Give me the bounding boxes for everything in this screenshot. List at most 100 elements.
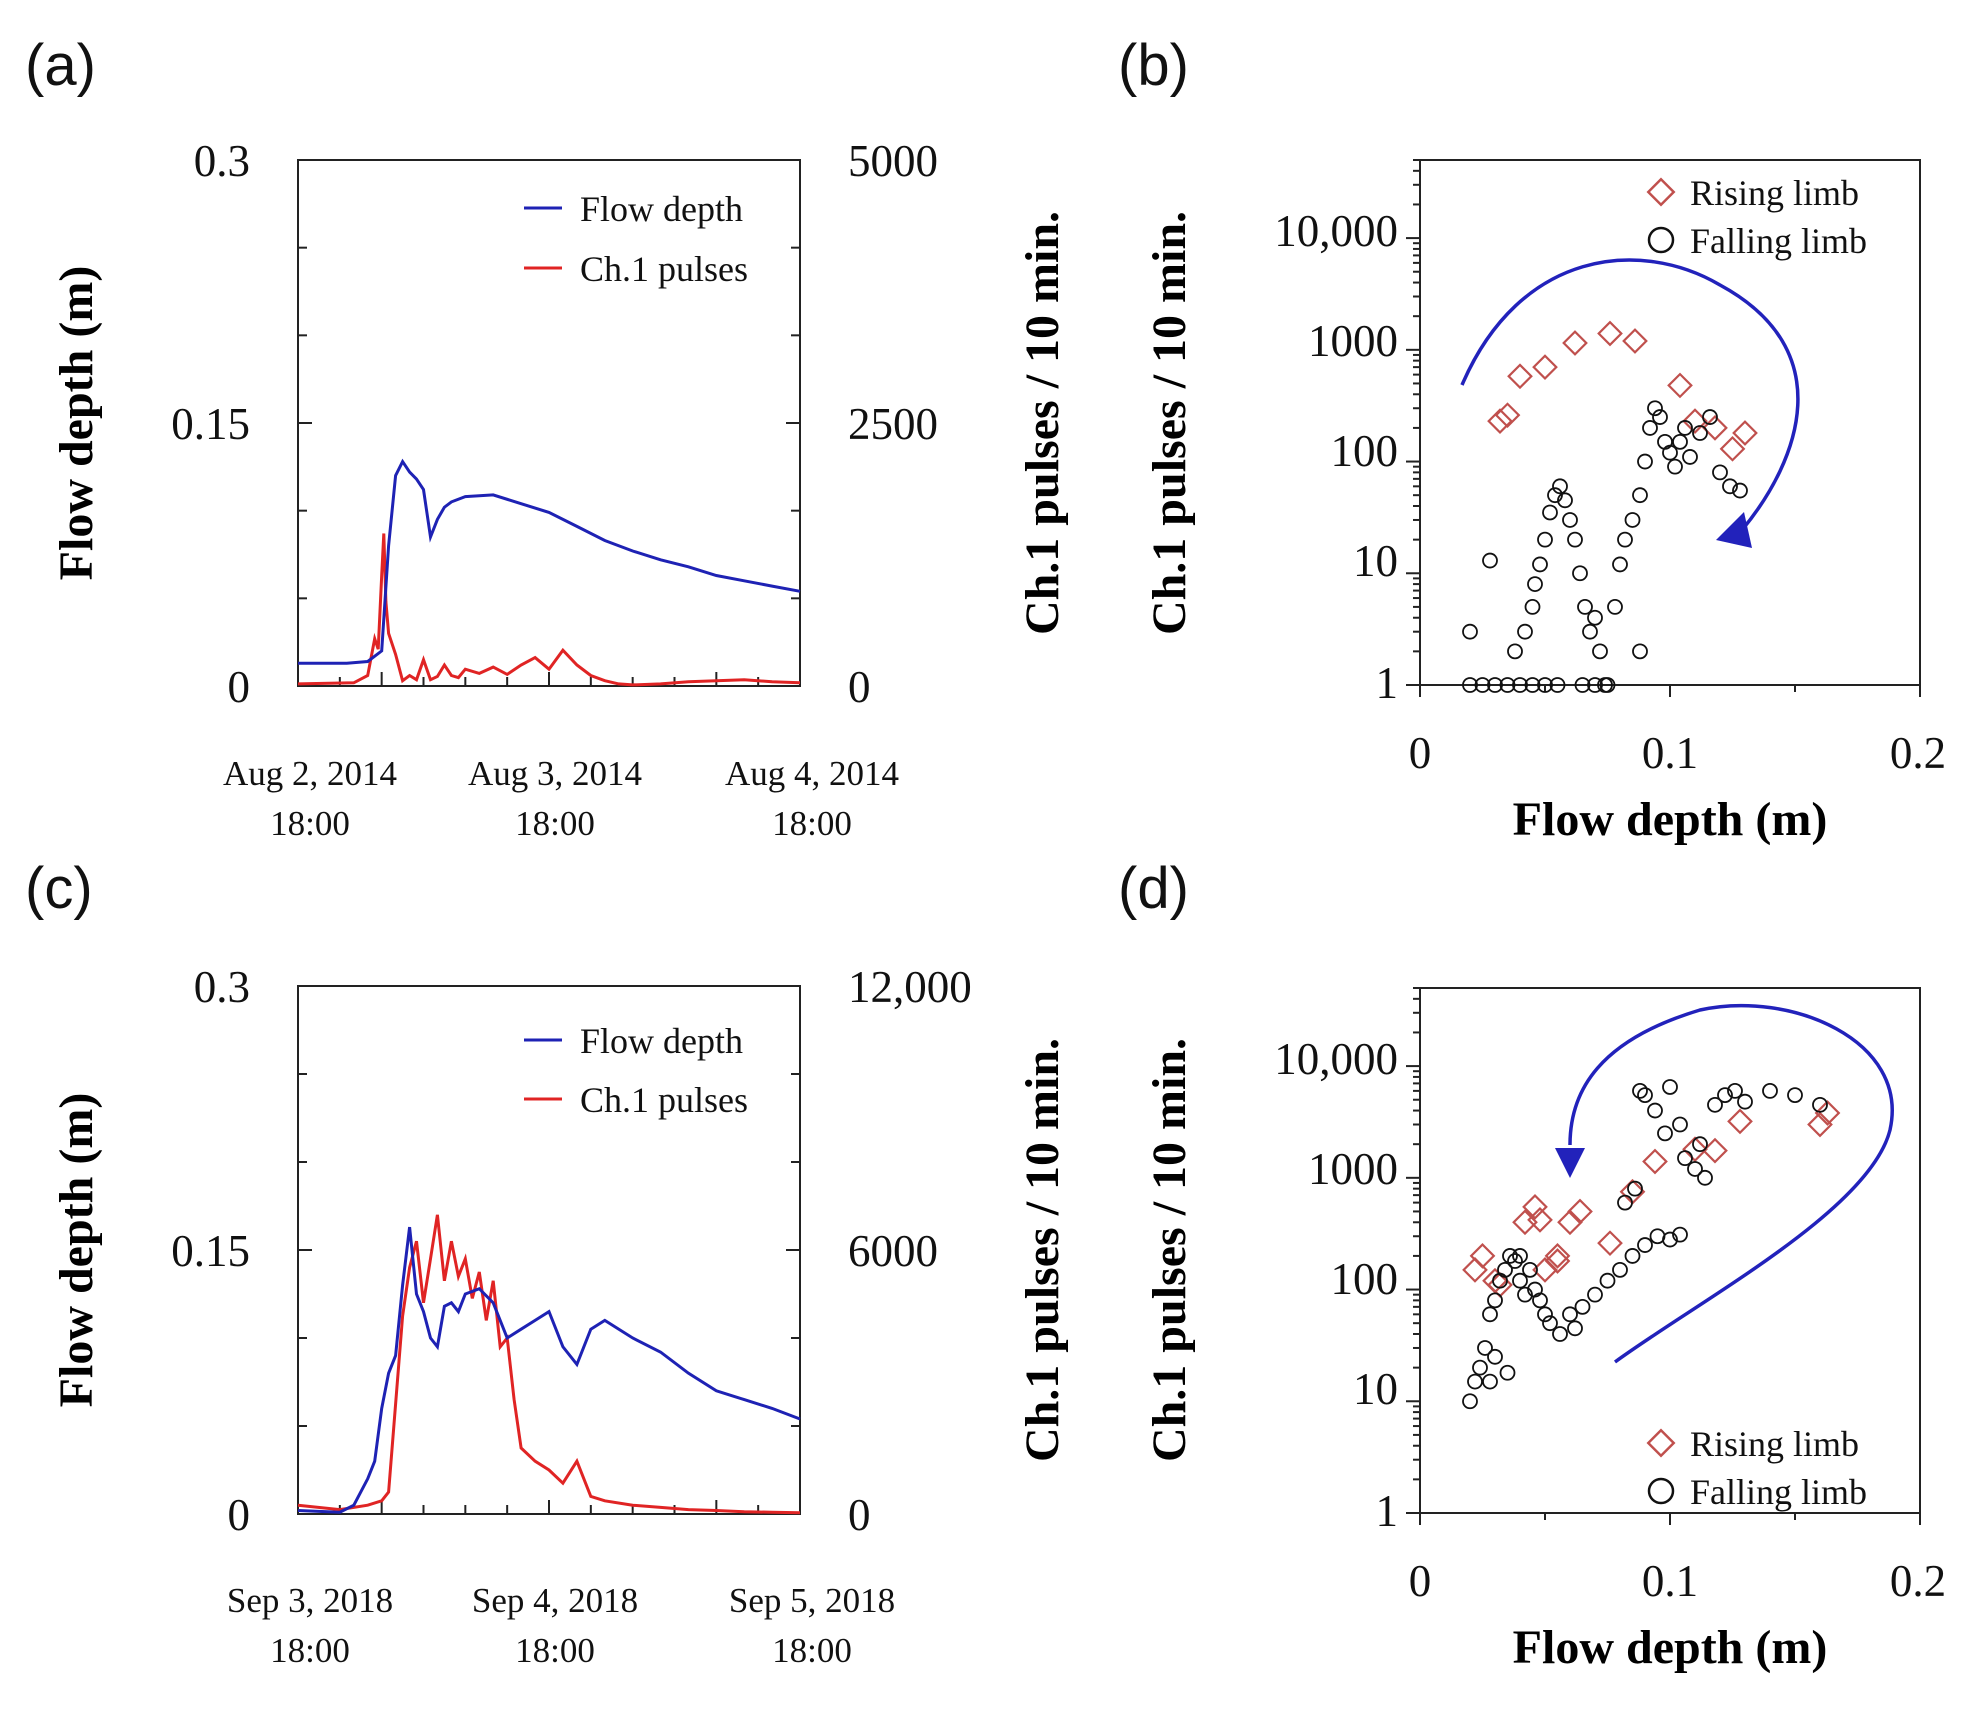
rising-limb-point	[1557, 1209, 1583, 1236]
panel-d-xtick-0.1: 0.1	[1642, 1556, 1698, 1606]
panel-a-date-3: Aug 4, 2014	[725, 754, 899, 793]
rising-limb-point	[1544, 1243, 1571, 1269]
falling-limb-point	[1549, 677, 1566, 693]
falling-limb-point	[1617, 1194, 1633, 1211]
rising-limb-point	[1522, 1193, 1548, 1220]
panel-label-d: (d)	[1118, 856, 1189, 921]
panel-b-xtick-0: 0	[1409, 728, 1432, 778]
falling-limb-point	[1637, 453, 1653, 470]
rising-limb-point	[1462, 1257, 1488, 1283]
panel-c-time-1: 18:00	[270, 1631, 350, 1670]
falling-limb-point	[1624, 1248, 1641, 1264]
rising-limb-point	[1527, 1207, 1553, 1233]
panel-c-right-tick-12000: 12,000	[848, 962, 972, 1012]
falling-limb-point	[1522, 1261, 1538, 1278]
rising-limb-point	[1544, 1248, 1571, 1274]
falling-limb-point	[1627, 1180, 1643, 1197]
falling-limb-point	[1587, 609, 1603, 626]
falling-limb-point	[1677, 420, 1693, 436]
falling-limb-point	[1574, 1298, 1591, 1315]
panel-d-ytick-1: 1	[1376, 1486, 1399, 1536]
panel-d-arrowhead	[1555, 1148, 1585, 1178]
panel-d-hysteresis-arrow	[1568, 1003, 1894, 1364]
falling-limb-point	[1632, 1082, 1648, 1099]
panel-c: (c) 0.3 0.15 0 12,000 6000 0 Flow depth …	[25, 856, 1069, 1670]
rising-limb-point	[1814, 1100, 1841, 1126]
falling-limb-point	[1472, 1359, 1488, 1376]
falling-limb-point	[1512, 1272, 1528, 1289]
falling-limb-point	[1482, 1373, 1498, 1390]
legend-label-rising-limb: Rising limb	[1690, 173, 1859, 213]
rising-limb-point	[1719, 435, 1746, 462]
falling-limb-point	[1717, 1087, 1733, 1104]
rising-limb-point	[1469, 1243, 1496, 1269]
panel-b-legend: Rising limb Falling limb	[1646, 173, 1867, 261]
panel-c-time-3: 18:00	[772, 1631, 852, 1670]
falling-limb-point	[1662, 1231, 1678, 1248]
falling-limb-point	[1552, 478, 1568, 495]
panel-d-points	[1462, 1079, 1841, 1410]
panel-d-ticks	[1406, 987, 1921, 1525]
falling-limb-point	[1647, 1102, 1663, 1119]
rising-limb-point	[1507, 363, 1533, 390]
falling-limb-point	[1499, 1364, 1516, 1381]
panel-a-left-tick-0.15: 0.15	[171, 399, 250, 449]
legend-label-flow-depth: Flow depth	[580, 189, 743, 229]
legend-marker-rising	[1646, 177, 1676, 207]
rising-limb-point	[1702, 415, 1728, 441]
falling-limb-point	[1542, 1315, 1558, 1332]
falling-limb-point	[1487, 677, 1503, 693]
rising-limb-point	[1562, 330, 1588, 356]
falling-limb-point	[1677, 1150, 1693, 1167]
panel-a-date-1: Aug 2, 2014	[223, 754, 397, 793]
falling-limb-point	[1662, 444, 1678, 461]
falling-limb-point	[1672, 433, 1688, 450]
panel-d: (d) 10,000 1000 100 10 1 0 0.1 0.2 Flow …	[1118, 856, 1946, 1674]
rising-limb-point	[1597, 320, 1623, 347]
falling-limb-point	[1712, 464, 1728, 481]
rising-limb-point	[1482, 1267, 1508, 1294]
falling-limb-point	[1557, 492, 1573, 509]
rising-limb-point	[1682, 1136, 1708, 1163]
panel-a-ylabel-right: Ch.1 pulses / 10 min.	[1016, 211, 1069, 635]
panel-b-ytick-1: 1	[1376, 658, 1399, 708]
falling-limb-point	[1672, 1226, 1688, 1243]
falling-limb-point	[1462, 1393, 1478, 1410]
falling-limb-point	[1657, 1125, 1673, 1142]
panel-d-xtick-0: 0	[1409, 1556, 1432, 1606]
panel-a-ticks	[297, 159, 801, 687]
panel-b-points	[1462, 320, 1758, 693]
panel-c-date-1: Sep 3, 2018	[227, 1581, 393, 1620]
legend-label-falling-limb: Falling limb	[1690, 221, 1867, 261]
falling-limb-point	[1732, 482, 1748, 499]
panel-c-left-tick-0.3: 0.3	[194, 962, 250, 1012]
falling-limb-point	[1812, 1096, 1828, 1113]
falling-limb-point	[1552, 1326, 1568, 1342]
rising-limb-point	[1532, 354, 1558, 380]
panel-a-left-tick-0: 0	[228, 662, 251, 712]
rising-limb-point	[1487, 408, 1513, 435]
panel-d-xtick-0.2: 0.2	[1890, 1556, 1946, 1606]
panel-b-ytick-10: 10	[1353, 536, 1398, 586]
panel-c-ticks	[297, 985, 801, 1515]
falling-limb-point	[1487, 1348, 1503, 1365]
panel-d-xlabel: Flow depth (m)	[1513, 1621, 1828, 1674]
falling-limb-point	[1632, 487, 1648, 504]
panel-c-legend: Flow depth Ch.1 pulses	[524, 1021, 748, 1120]
falling-limb-point	[1599, 1272, 1616, 1289]
falling-limb-point	[1667, 458, 1683, 475]
legend-label-pulses: Ch.1 pulses	[580, 1080, 748, 1120]
rising-limb-point	[1622, 328, 1648, 354]
falling-limb-point	[1612, 556, 1628, 573]
falling-limb-point	[1537, 531, 1553, 548]
rising-limb-point	[1642, 1148, 1668, 1175]
legend-label-flow-depth: Flow depth	[580, 1021, 743, 1061]
panel-a-left-tick-0.3: 0.3	[194, 136, 250, 186]
panel-c-right-tick-6000: 6000	[848, 1226, 938, 1276]
panel-label-a: (a)	[25, 33, 96, 98]
falling-limb-point	[1567, 531, 1583, 548]
panel-d-ytick-1000: 1000	[1308, 1144, 1398, 1194]
panel-b-ytick-10000: 10,000	[1274, 206, 1398, 256]
falling-limb-point	[1467, 1373, 1483, 1390]
panel-a-pulses-line	[297, 533, 801, 687]
